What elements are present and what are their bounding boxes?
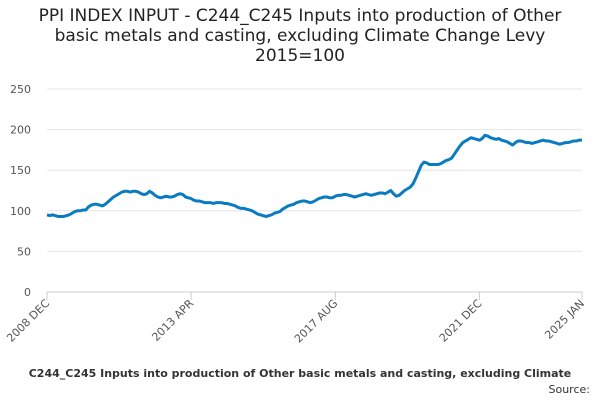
x-tick-label: 2017 AUG — [292, 297, 341, 346]
x-tick-label: 2013 APR — [149, 297, 196, 344]
source-label: Source: — [549, 383, 591, 396]
x-tick-label: 2025 JAN — [542, 297, 587, 342]
x-tick-label: 2008 DEC — [4, 297, 52, 345]
y-tick-label: 100 — [10, 205, 31, 218]
y-tick-label: 0 — [24, 286, 31, 299]
legend-label: C244_C245 Inputs into production of Othe… — [29, 367, 572, 380]
chart-title: PPI INDEX INPUT - C244_C245 Inputs into … — [38, 6, 562, 66]
x-tick-label: 2021 DEC — [437, 297, 485, 345]
y-tick-label: 150 — [10, 164, 31, 177]
series-line — [46, 133, 582, 218]
y-tick-label: 50 — [17, 245, 31, 258]
y-tick-label: 200 — [10, 124, 31, 137]
y-tick-label: 250 — [10, 83, 31, 96]
